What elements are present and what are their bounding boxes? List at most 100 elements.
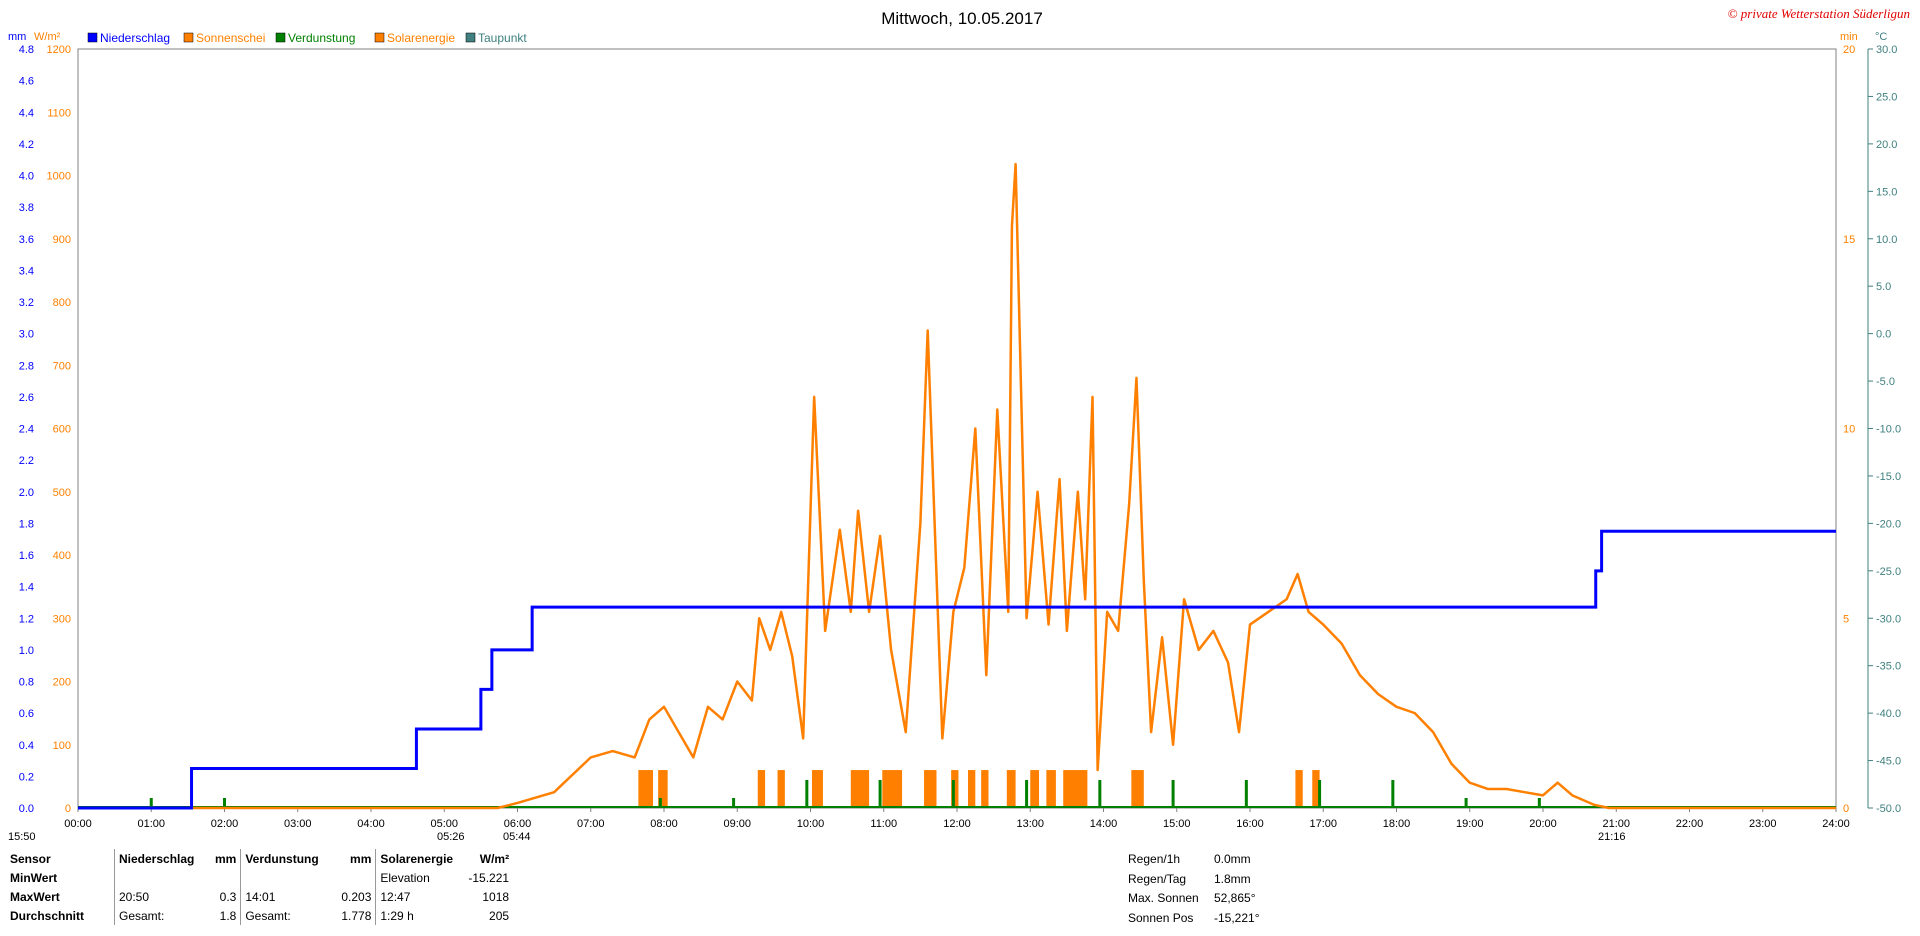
y-min-tick-label: 5 [1843, 613, 1849, 625]
weather-chart: 00:00 01:00 02:00 03:00 04:00 05:00 06:00 07:00… [8, 6, 1910, 843]
y-axis-mm-ticks: 0.0 0.2 0.4 0.6 0.8 1.0 1.2 1.4 1.6 1.8 2.0 2.2 2.4 2… [19, 44, 34, 815]
plot-frame [77, 48, 1837, 809]
y-mm-tick-label: 4.8 [19, 44, 34, 56]
y-c-tick-label: -40.0 [1876, 708, 1901, 720]
y-axis-wm2-ticks: 0 100 200 300 400 500 600 700 800 900 1000 1100 1200 [47, 44, 71, 815]
series-lines [78, 162, 1836, 810]
sunshine-bar [638, 770, 654, 808]
y-c-tick-label: 5.0 [1876, 281, 1891, 293]
legend-swatch [275, 32, 286, 43]
legend-swatch [183, 32, 194, 43]
y-mm-tick-label: 2.0 [19, 487, 34, 499]
evaporation-mark [1464, 798, 1468, 808]
evaporation-mark [732, 798, 736, 808]
y-wm2-tick-label: 300 [53, 613, 71, 625]
stats-row-min: MinWert Elevation -15.221 [6, 868, 513, 887]
info-sun-pos: Sonnen Pos -15,221° [1128, 910, 1260, 925]
x-tick-label: 06:00 [504, 818, 532, 830]
x-tick-label: 15:00 [1163, 818, 1191, 830]
evaporation-mark [951, 780, 955, 808]
info-rain-day: Regen/Tag 1.8mm [1128, 871, 1251, 886]
evaporation-mark [149, 798, 153, 808]
sunshine-bar [1063, 770, 1088, 808]
unit-min: min [1840, 31, 1858, 43]
sunshine-bar [882, 770, 903, 808]
sunshine-bar [1131, 770, 1144, 808]
y-mm-tick-label: 0.6 [19, 708, 34, 720]
y-wm2-tick-label: 900 [53, 234, 71, 246]
x-tick-label: 03:00 [284, 818, 312, 830]
evaporation-mark [658, 798, 662, 808]
plot-area [77, 48, 1837, 809]
hdr-solarenergie: Solarenergie [375, 849, 465, 868]
y-c-tick-label: -50.0 [1876, 803, 1901, 815]
evaporation-mark [1025, 780, 1029, 808]
stats-row-max: MaxWert 20:50 0.3 14:01 0.203 12:47 1018 [6, 887, 513, 906]
precipitation-line [78, 529, 1836, 810]
y-mm-tick-label: 2.2 [19, 455, 34, 467]
y-c-tick-label: 25.0 [1876, 91, 1897, 103]
y-mm-tick-label: 3.2 [19, 297, 34, 309]
marker-sunset: 21:16 [1598, 831, 1626, 843]
y-mm-tick-label: 0.4 [19, 740, 34, 752]
legend-label: Niederschlag [100, 31, 170, 45]
hdr-wm2: W/m² [479, 851, 510, 866]
y-mm-tick-label: 0.0 [19, 803, 34, 815]
y-c-tick-label: -30.0 [1876, 613, 1901, 625]
sunshine-bar [924, 770, 937, 808]
sunshine-bar [967, 770, 976, 808]
sunshine-bar [1312, 770, 1320, 808]
y-mm-tick-label: 1.6 [19, 550, 34, 562]
sunshine-bar [1046, 770, 1056, 808]
y-mm-tick-label: 1.8 [19, 518, 34, 530]
y-mm-tick-label: 2.6 [19, 392, 34, 404]
x-tick-label: 17:00 [1309, 818, 1337, 830]
legend: Niederschlag Sonnenschei Verdunstung Solare… [87, 31, 527, 45]
y-wm2-tick-label: 1100 [47, 107, 71, 119]
evaporation-mark [1098, 780, 1102, 808]
y-mm-tick-label: 0.8 [19, 677, 34, 689]
unit-wm2: W/m² [34, 31, 61, 43]
x-tick-label: 13:00 [1016, 818, 1044, 830]
y-c-tick-label: 20.0 [1876, 139, 1897, 151]
x-tick-label: 12:00 [943, 818, 971, 830]
sunshine-bars [638, 770, 1320, 808]
chart-title: Mittwoch, 10.05.2017 [881, 9, 1043, 28]
legend-swatch [465, 32, 476, 43]
legend-label: Taupunkt [478, 31, 527, 45]
y-mm-tick-label: 1.2 [19, 613, 34, 625]
marker-sunrise2: 05:44 [503, 831, 531, 843]
y-c-tick-label: -20.0 [1876, 518, 1901, 530]
legend-swatch [374, 32, 385, 43]
y-axis-c-ticks: -50.0 -45.0 -40.0 -35.0 -30.0 -25.0 -20.0 -15.0… [1867, 44, 1901, 815]
y-wm2-tick-label: 1200 [47, 44, 71, 56]
sunshine-bar [981, 770, 989, 808]
unit-mm: mm [8, 31, 26, 43]
marker-sunrise: 05:26 [437, 831, 465, 843]
y-mm-tick-label: 4.4 [19, 107, 34, 119]
evaporation-mark [1318, 780, 1322, 808]
x-tick-label: 09:00 [723, 818, 751, 830]
info-panel: Regen/1h 0.0mm Regen/Tag 1.8mm Max. Sonnen… [1128, 852, 1260, 930]
y-wm2-tick-label: 400 [53, 550, 71, 562]
x-tick-label: 04:00 [357, 818, 385, 830]
y-wm2-tick-label: 1000 [47, 171, 71, 183]
x-tick-label: 14:00 [1090, 818, 1118, 830]
x-tick-label: 19:00 [1456, 818, 1484, 830]
y-wm2-tick-label: 0 [65, 803, 71, 815]
sunshine-bar [658, 770, 668, 808]
evaporation-mark [1171, 780, 1175, 808]
solar-energy-line [78, 162, 1836, 810]
hdr-sensor: Sensor [10, 851, 51, 866]
y-mm-tick-label: 3.6 [19, 234, 34, 246]
hdr-verdunstung: Verdunstung [240, 849, 338, 868]
sunshine-bar [850, 770, 870, 808]
x-tick-label: 05:00 [430, 818, 458, 830]
x-tick-label: 16:00 [1236, 818, 1264, 830]
sunshine-bar [757, 770, 766, 808]
hdr-mm2: mm [350, 851, 372, 866]
y-mm-tick-label: 3.0 [19, 329, 34, 341]
x-tick-label: 11:00 [870, 818, 897, 830]
y-min-tick-label: 20 [1843, 44, 1855, 56]
y-c-tick-label: -5.0 [1876, 376, 1895, 388]
